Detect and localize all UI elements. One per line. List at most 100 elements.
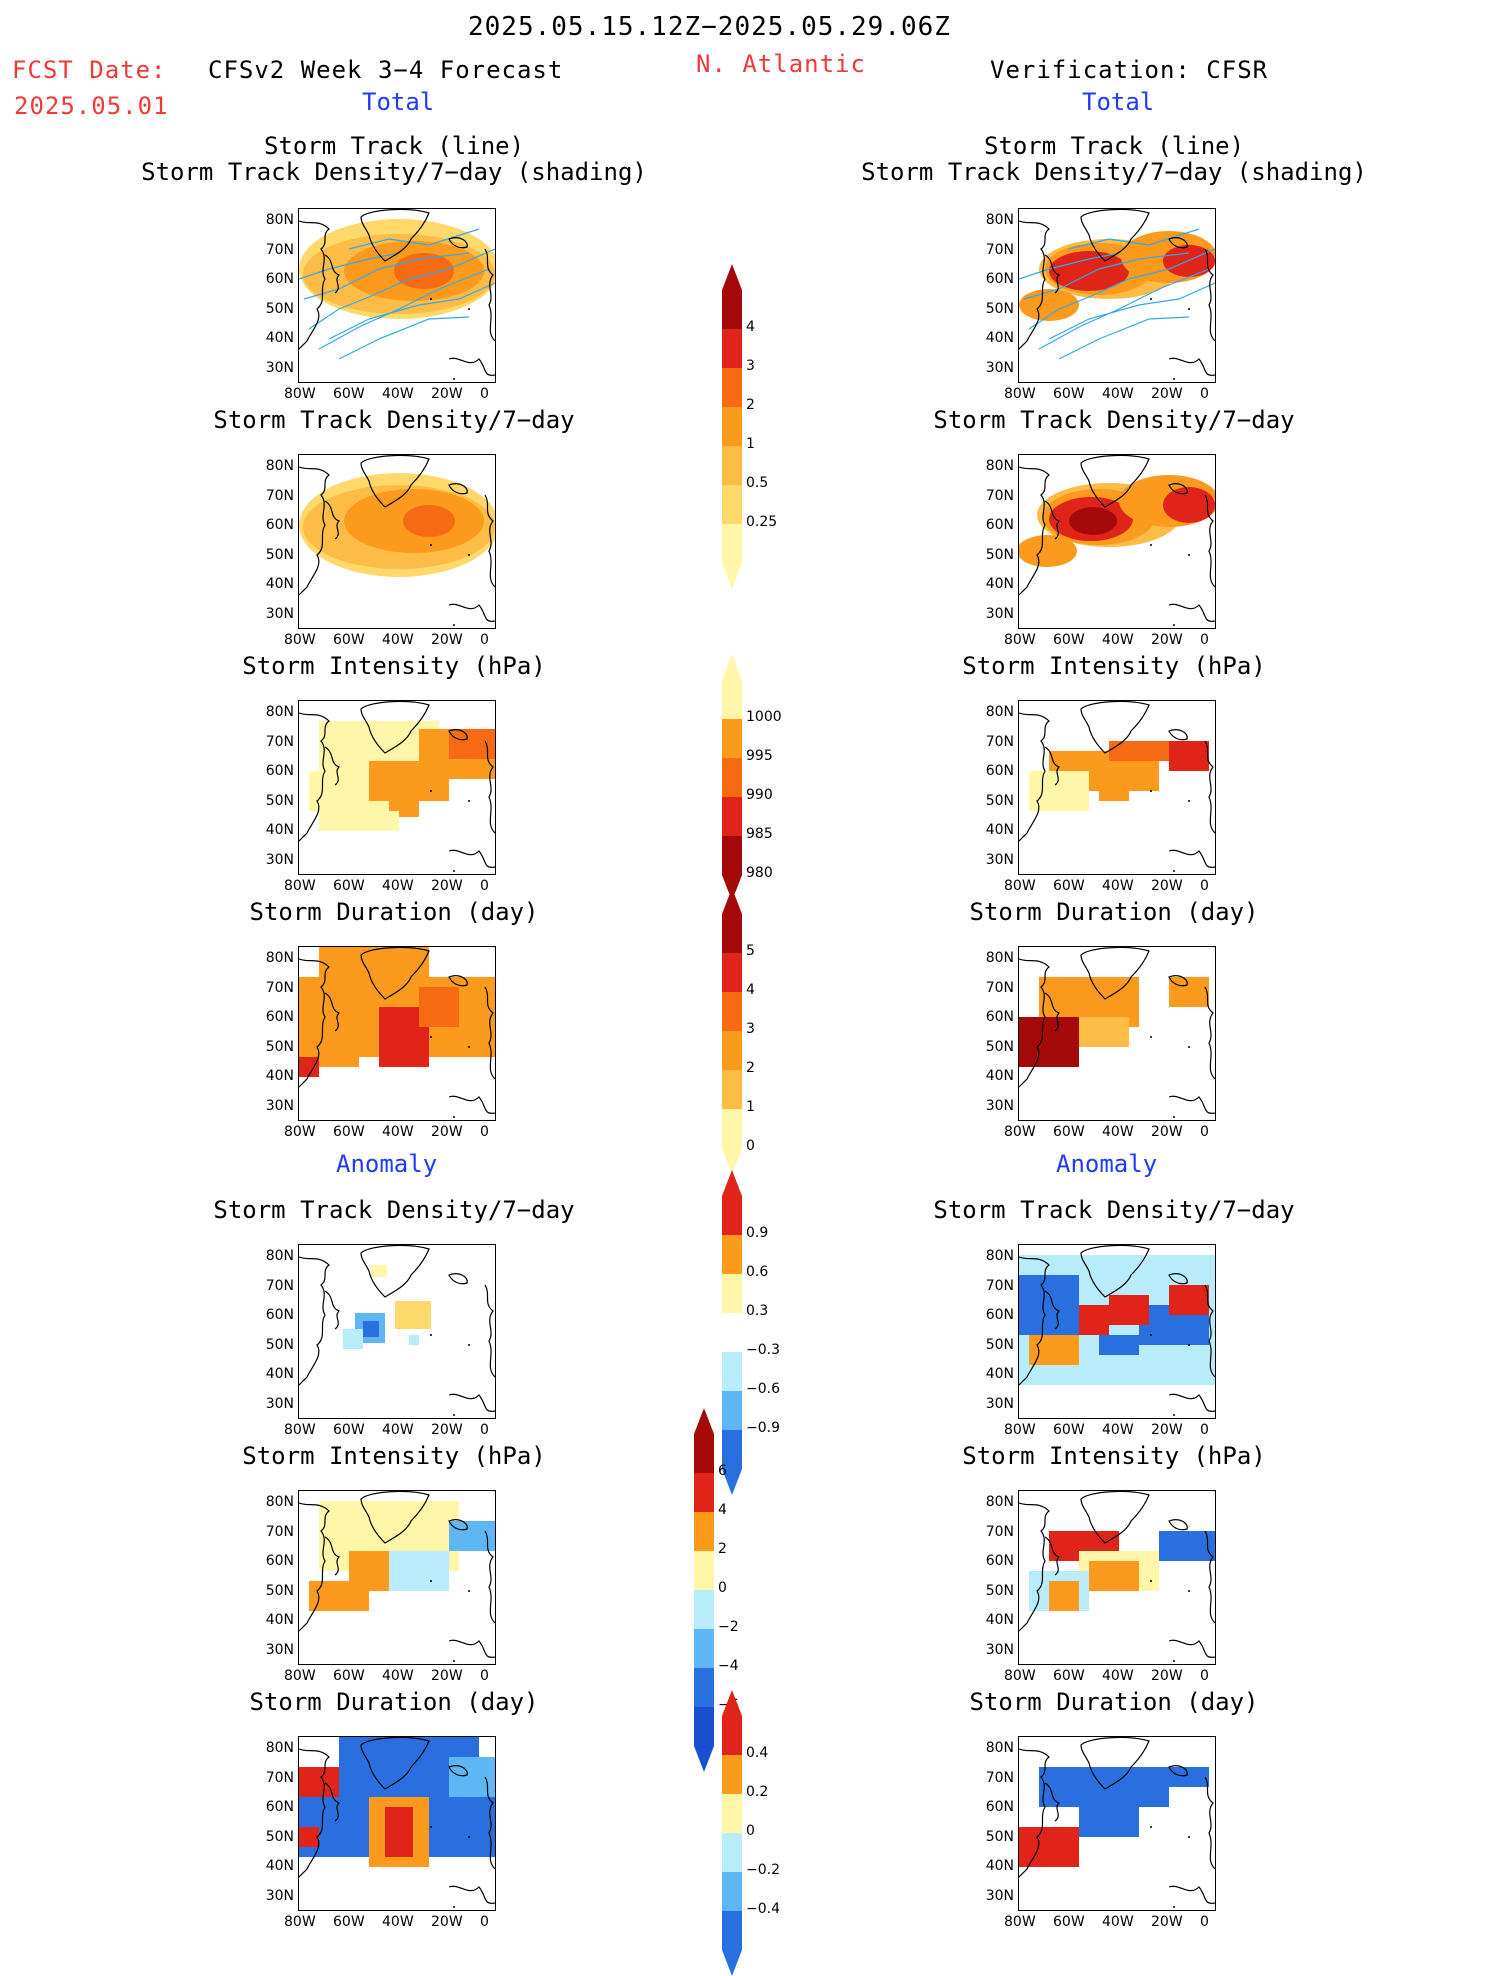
map-panel-r_int	[1018, 700, 1216, 875]
lat-label: 80N	[265, 212, 294, 228]
cbar-box	[722, 1070, 742, 1109]
cbar-label: 4	[746, 982, 755, 998]
grid-cell	[1059, 791, 1079, 811]
lon-label: 40W	[1102, 632, 1134, 648]
grid-cell	[1159, 1531, 1215, 1561]
lat-label: 80N	[985, 950, 1014, 966]
lat-label: 70N	[265, 1523, 294, 1540]
shaded-region	[1019, 289, 1079, 321]
lon-label: 80W	[284, 878, 316, 894]
cbar-cap-top	[722, 264, 742, 290]
lat-label: 70N	[265, 1277, 294, 1294]
lon-label: 60W	[333, 1422, 365, 1438]
cbar-box	[722, 1313, 742, 1352]
lat-label: 50N	[265, 546, 294, 563]
lon-label: 80W	[1004, 878, 1036, 894]
lat-label: 80N	[985, 1740, 1014, 1756]
lat-label: 80N	[265, 458, 294, 474]
lon-label: 60W	[333, 1668, 365, 1684]
lat-label: 80N	[985, 704, 1014, 720]
cbar-label: 0.2	[746, 1784, 769, 1800]
cbar-label: 0.25	[746, 514, 778, 530]
title-intensity-left: Storm Intensity (hPa)	[242, 652, 546, 680]
grid-cell	[299, 1767, 339, 1797]
cbar-label: 0	[746, 1823, 755, 1839]
lat-label: 80N	[985, 1494, 1014, 1510]
lat-label: 40N	[265, 1366, 294, 1382]
lat-label: 70N	[985, 241, 1014, 258]
lon-label: 40W	[382, 386, 414, 402]
coastline	[299, 701, 495, 872]
title-track-shading-right: Storm Track Density/7−day (shading)	[861, 158, 1367, 186]
lon-label: 20W	[1151, 1668, 1183, 1684]
cbar-box	[722, 407, 742, 446]
right-title: Verification: CFSR	[990, 56, 1269, 84]
colorbar-intensity-anom	[694, 1408, 714, 1772]
title-duration-right: Storm Duration (day)	[969, 898, 1259, 926]
cbar-label: 0	[718, 1580, 727, 1596]
lon-label: 80W	[284, 1422, 316, 1438]
colorbar-duration-total	[722, 888, 742, 1174]
lat-label: 40N	[265, 1858, 294, 1874]
lon-label: 80W	[1004, 1668, 1036, 1684]
coastline	[1019, 1245, 1215, 1416]
cbar-label: 0.9	[746, 1225, 769, 1241]
lon-label: 60W	[333, 1124, 365, 1140]
coastline	[1019, 947, 1215, 1118]
map-panel-l_adens	[298, 1244, 496, 1419]
right-anomaly-label: Anomaly	[1056, 1150, 1158, 1178]
lat-label: 60N	[985, 517, 1014, 533]
title-track-line-left: Storm Track (line)	[263, 132, 525, 160]
lat-label: 60N	[985, 1307, 1014, 1323]
grid-cell	[299, 1057, 319, 1077]
title-intensity-right: Storm Intensity (hPa)	[962, 652, 1266, 680]
lon-label: 20W	[1151, 1422, 1183, 1438]
lon-label: 40W	[382, 878, 414, 894]
lon-label: 0	[480, 386, 489, 402]
lon-label: 40W	[1102, 1422, 1134, 1438]
lat-label: 40N	[265, 576, 294, 592]
lon-label: 20W	[1151, 632, 1183, 648]
lat-label: 80N	[265, 1494, 294, 1510]
grid-cell	[319, 811, 399, 831]
lon-label: 20W	[1151, 386, 1183, 402]
lat-label: 30N	[265, 851, 294, 868]
lon-label: 20W	[431, 1914, 463, 1930]
cbar-box	[722, 368, 742, 407]
lat-label: 40N	[265, 822, 294, 838]
lat-label: 30N	[985, 1097, 1014, 1114]
lon-label: 60W	[333, 1914, 365, 1930]
lat-label: 40N	[265, 1068, 294, 1084]
cbar-label: 4	[718, 1502, 727, 1518]
lon-label: 80W	[1004, 386, 1036, 402]
lon-label: 20W	[431, 1124, 463, 1140]
grid-cell	[1099, 781, 1129, 801]
colorbar-duration-anom	[722, 1690, 742, 1976]
lat-label: 60N	[265, 1553, 294, 1569]
grid-cell	[319, 947, 429, 987]
storm-tracks	[1019, 228, 1215, 360]
lon-label: 60W	[1053, 1914, 1085, 1930]
lon-label: 40W	[382, 1124, 414, 1140]
lat-label: 80N	[265, 1248, 294, 1264]
cbar-box	[694, 1668, 714, 1707]
title-duration-left: Storm Duration (day)	[249, 898, 539, 926]
cbar-box	[722, 1196, 742, 1235]
grid-cell	[1169, 977, 1209, 1007]
lat-label: 40N	[985, 576, 1014, 592]
cbar-label: 980	[746, 865, 773, 881]
map-panel-l_aint	[298, 1490, 496, 1665]
cbar-cap-bottom	[722, 563, 742, 589]
coastline	[1019, 209, 1215, 380]
lat-label: 70N	[985, 1523, 1014, 1540]
lat-label: 50N	[985, 792, 1014, 809]
lat-label: 70N	[985, 487, 1014, 504]
lon-label: 0	[1200, 1124, 1209, 1140]
cbar-label: 1	[746, 1099, 755, 1115]
lon-label: 60W	[1053, 1124, 1085, 1140]
shaded-region	[1163, 487, 1215, 523]
lon-label: 20W	[1151, 1124, 1183, 1140]
map-panel-l_track	[298, 208, 496, 383]
lon-label: 0	[1200, 1422, 1209, 1438]
lon-label: 40W	[382, 1914, 414, 1930]
